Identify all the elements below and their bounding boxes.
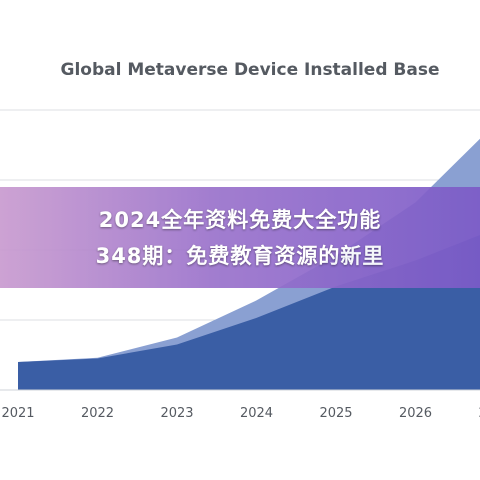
x-tick-label: 2026 (399, 406, 432, 421)
x-tick-label: 2025 (319, 406, 352, 421)
x-axis: 2021 2022 2023 2024 2025 2026 2027 (0, 389, 480, 421)
chart-title: Global Metaverse Device Installed Base (60, 60, 440, 80)
x-tick-label: 2022 (81, 406, 114, 421)
x-tick-label: 2021 (1, 406, 34, 421)
x-tick-label: 2024 (240, 406, 273, 421)
area-series-front (18, 234, 480, 390)
x-tick-label: 2027 (478, 406, 480, 421)
banner-text-line-2: 348期：免费教育资源的新里 (95, 244, 385, 268)
banner-text-line-1: 2024全年资料免费大全功能 (98, 208, 382, 232)
x-tick-label: 2023 (160, 406, 193, 421)
overlay-banner: 2024全年资料免费大全功能 348期：免费教育资源的新里 (0, 187, 480, 288)
